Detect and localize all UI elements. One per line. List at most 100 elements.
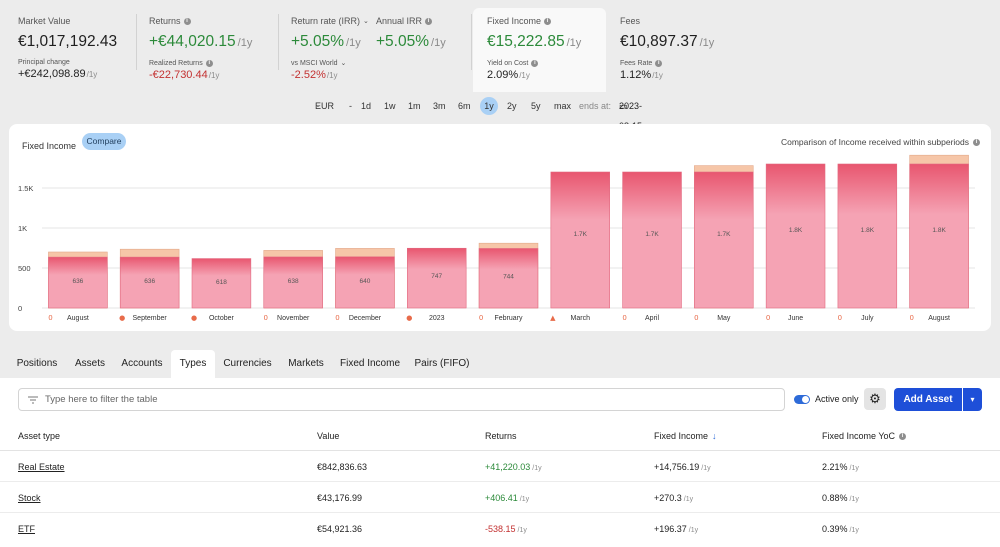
- info-icon[interactable]: i: [544, 17, 552, 25]
- active-only-toggle[interactable]: [794, 395, 810, 404]
- period-suffix: /1y: [701, 465, 711, 472]
- tab-pairs-fifo[interactable]: Pairs (FIFO): [414, 358, 470, 369]
- return-rate-label: Return rate (IRR): [291, 16, 361, 26]
- row-real-estate-type[interactable]: Real Estate: [18, 462, 65, 472]
- filter-placeholder: Type here to filter the table: [45, 394, 158, 405]
- tab-currencies[interactable]: Currencies: [223, 358, 272, 369]
- tab-markets[interactable]: Markets: [288, 358, 324, 369]
- fees-amount: €10,897.37: [620, 33, 698, 50]
- tab-accounts[interactable]: Accounts: [121, 358, 163, 369]
- chevron-down-icon: ▾: [970, 395, 975, 404]
- x-marker: 0: [264, 314, 268, 322]
- divider: [0, 450, 1000, 451]
- metric-market-value[interactable]: Market Value €1,017,192.43 Principal cha…: [18, 0, 117, 88]
- period-suffix: /1y: [849, 465, 859, 472]
- bar: [694, 171, 754, 309]
- data-label: 638: [288, 278, 299, 285]
- filter-input[interactable]: Type here to filter the table: [18, 388, 785, 411]
- header-fixed-income-label: Fixed Income: [654, 431, 709, 441]
- tab-assets[interactable]: Assets: [74, 358, 105, 369]
- period-3m[interactable]: 3m: [433, 101, 446, 111]
- period-1w[interactable]: 1w: [384, 101, 396, 111]
- info-icon[interactable]: i: [973, 138, 980, 146]
- returns-value: +406.41: [485, 493, 518, 503]
- bar: [119, 256, 180, 309]
- fees-label: Fees: [620, 16, 641, 26]
- row-real-estate-yoc: 2.21%/1y: [822, 462, 859, 472]
- y-tick-label: 500: [18, 264, 31, 273]
- info-icon[interactable]: i: [205, 59, 213, 67]
- period-suffix: /1y: [237, 37, 253, 49]
- x-tick-label: August: [67, 315, 89, 322]
- row-etf-value: €54,921.36: [317, 524, 363, 534]
- info-icon[interactable]: i: [655, 59, 663, 67]
- yoc-value: 2.21%: [822, 462, 848, 472]
- metric-annual-irr[interactable]: Annual IRR i +5.05%/1y: [376, 0, 446, 88]
- header-returns[interactable]: Returns: [485, 431, 517, 441]
- x-marker: 0: [335, 314, 339, 322]
- fixed-income-card-bg[interactable]: [473, 8, 606, 92]
- period-1m[interactable]: 1m: [408, 101, 421, 111]
- table-panel: Type here to filter the table Active onl…: [0, 378, 1000, 547]
- row-etf-type[interactable]: ETF: [18, 524, 35, 534]
- metric-fees[interactable]: Fees €10,897.37/1y Fees Rate i 1.12%/1y: [620, 0, 714, 88]
- x-marker: 0: [622, 314, 626, 322]
- tab-positions[interactable]: Positions: [16, 358, 58, 369]
- fixed-income-chart[interactable]: 0 500 1K 1.5K 636 0 August 636 ● September 618 ● Oct…: [0, 0, 1000, 330]
- realized-returns-value: -€22,730.44: [149, 69, 208, 81]
- info-icon[interactable]: i: [183, 17, 191, 25]
- header-value[interactable]: Value: [317, 431, 340, 441]
- x-marker: 0: [48, 314, 52, 322]
- add-asset-dropdown[interactable]: ▾: [963, 388, 982, 411]
- divider: [136, 14, 137, 70]
- fixed-income-label: Fixed Income: [487, 16, 542, 26]
- info-icon[interactable]: i: [425, 17, 433, 25]
- metric-return-rate[interactable]: Return rate (IRR) ⌄ +5.05%/1y vs MSCI Wor…: [291, 0, 369, 88]
- data-label: 1.8K: [861, 227, 875, 234]
- data-label: 1.7K: [574, 231, 588, 238]
- period-suffix: /1y: [431, 37, 446, 49]
- return-rate-value: +5.05%: [291, 33, 345, 50]
- row-real-estate-value: €842,836.63: [317, 462, 368, 472]
- metric-returns[interactable]: Returns i +€44,020.15/1y Realized Returns…: [149, 0, 252, 88]
- bar: [191, 258, 252, 309]
- period-2y[interactable]: 2y: [507, 101, 517, 111]
- period-suffix: /1y: [683, 496, 694, 503]
- period-5y[interactable]: 5y: [531, 101, 541, 111]
- divider: [471, 14, 472, 70]
- period-suffix: /1y: [326, 71, 338, 80]
- add-asset-button[interactable]: Add Asset: [894, 388, 962, 411]
- header-fixed-income-yoc[interactable]: Fixed Income YoC i: [822, 431, 907, 441]
- chevron-down-icon[interactable]: ⌄: [340, 60, 347, 67]
- row-etf-returns: -538.15/1y: [485, 524, 527, 534]
- x-tick-label: June: [788, 315, 803, 322]
- market-value-amount: €1,017,192.43: [18, 33, 118, 50]
- gear-icon[interactable]: ⚙: [864, 388, 886, 410]
- realized-returns-label: Realized Returns: [149, 59, 203, 67]
- compare-button[interactable]: Compare: [82, 133, 126, 150]
- divider: [278, 14, 279, 70]
- data-label: 636: [72, 278, 83, 285]
- tab-fixed-income[interactable]: Fixed Income: [339, 358, 401, 369]
- data-label: 618: [216, 279, 227, 286]
- header-asset-type[interactable]: Asset type: [18, 431, 61, 441]
- period-1y-selected[interactable]: 1y: [480, 97, 498, 115]
- period-1d[interactable]: 1d: [361, 101, 372, 111]
- fixed-income-value: +14,756.19: [654, 462, 700, 472]
- chart-tab-fixed-income[interactable]: Fixed Income: [22, 141, 77, 151]
- chevron-down-icon[interactable]: ⌄: [363, 18, 369, 25]
- data-label: 1.8K: [789, 227, 803, 234]
- metric-fixed-income[interactable]: Fixed Income i €15,222.85/1y Yield on Cos…: [487, 0, 581, 88]
- info-icon[interactable]: i: [531, 59, 539, 67]
- period-suffix: /1y: [208, 71, 220, 80]
- row-stock-type[interactable]: Stock: [18, 493, 41, 503]
- period-max[interactable]: max: [554, 101, 572, 111]
- info-icon[interactable]: i: [899, 432, 907, 440]
- period-6m[interactable]: 6m: [458, 101, 471, 111]
- returns-value: +41,220.03: [485, 462, 531, 472]
- period-suffix: /1y: [519, 71, 530, 80]
- fixed-income-value: +196.37: [654, 524, 687, 534]
- header-fixed-income[interactable]: Fixed Income ↓: [654, 431, 717, 441]
- x-tick-label: February: [494, 315, 523, 322]
- tab-types[interactable]: Types: [171, 350, 215, 378]
